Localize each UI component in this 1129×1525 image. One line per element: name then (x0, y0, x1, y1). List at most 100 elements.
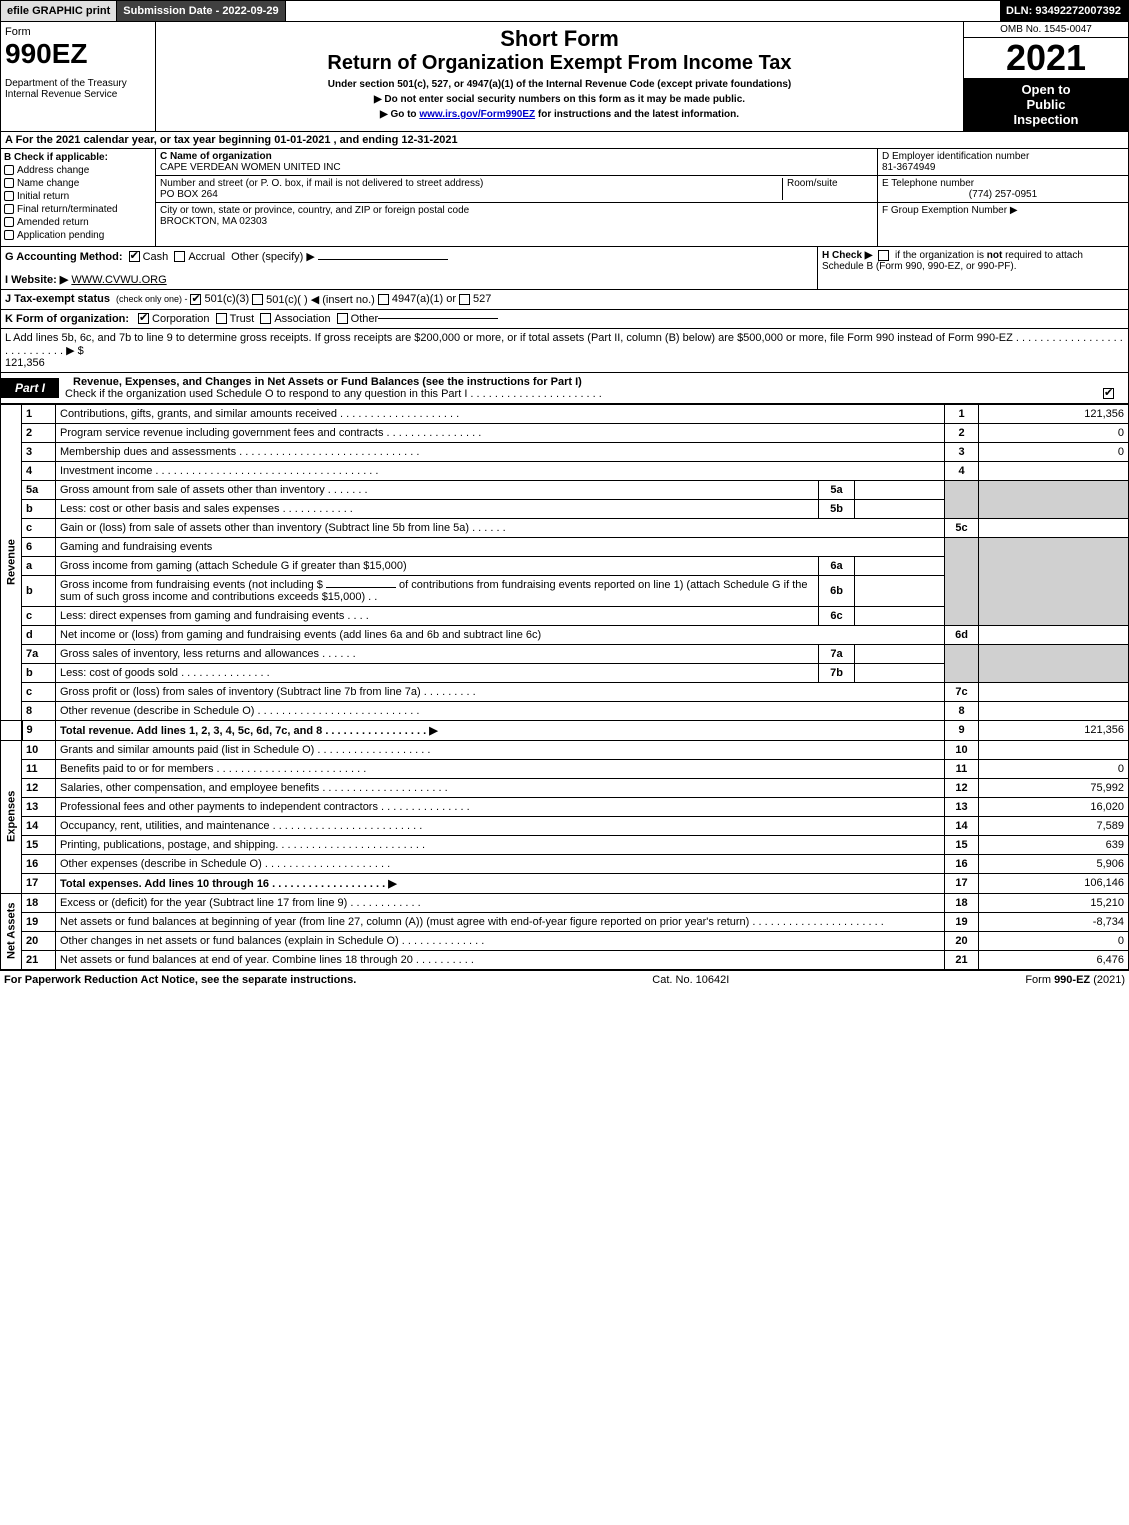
inspect-3: Inspection (968, 112, 1124, 127)
line-num: c (22, 682, 56, 701)
line-rval: 106,146 (979, 873, 1129, 893)
h-not: not (987, 250, 1003, 261)
line-desc: Less: cost or other basis and sales expe… (56, 499, 819, 518)
line-rnum: 12 (945, 778, 979, 797)
line-rnum: 20 (945, 931, 979, 950)
line-num: a (22, 556, 56, 575)
chk-label: Amended return (17, 217, 89, 228)
section-c: C Name of organization CAPE VERDEAN WOME… (156, 149, 878, 246)
l-text: L Add lines 5b, 6c, and 7b to line 9 to … (5, 332, 1124, 357)
other-input[interactable] (318, 259, 448, 260)
line-desc: Net assets or fund balances at end of ye… (56, 950, 945, 969)
line-desc: Gaming and fundraising events (56, 537, 945, 556)
line-num: 18 (22, 893, 56, 912)
chk-address-change[interactable]: Address change (4, 165, 152, 176)
chk-501c3[interactable] (190, 294, 201, 305)
checkbox-icon (4, 230, 14, 240)
short-form-title: Short Form (166, 26, 953, 52)
website-value[interactable]: WWW.CVWU.ORG (71, 274, 166, 286)
header-right: OMB No. 1545-0047 2021 Open to Public In… (963, 22, 1128, 131)
chk-501c[interactable] (252, 294, 263, 305)
line-rval: 639 (979, 835, 1129, 854)
sub-num: 6b (819, 575, 855, 606)
line-rval: 121,356 (979, 404, 1129, 423)
line-rval: 16,020 (979, 797, 1129, 816)
part-1-header: Part I Revenue, Expenses, and Changes in… (0, 373, 1129, 404)
sub-val (855, 499, 945, 518)
d-label: D Employer identification number (882, 151, 1029, 162)
line-rnum: 17 (945, 873, 979, 893)
sub3-pre: ▶ Go to (380, 109, 419, 120)
netassets-side-label: Net Assets (1, 893, 22, 969)
chk-amended-return[interactable]: Amended return (4, 217, 152, 228)
chk-association[interactable] (260, 313, 271, 324)
chk-527[interactable] (459, 294, 470, 305)
sub-num: 6c (819, 606, 855, 625)
line-desc: Professional fees and other payments to … (56, 797, 945, 816)
h-schedule-b: H Check ▶ if the organization is not req… (818, 247, 1128, 289)
section-b: B Check if applicable: Address change Na… (1, 149, 156, 246)
inspect-2: Public (968, 97, 1124, 112)
k-o4: Other (351, 313, 379, 325)
grey-cell (979, 644, 1129, 682)
gh-row: G Accounting Method: Cash Accrual Other … (0, 247, 1129, 290)
l-value: 121,356 (5, 357, 45, 369)
grey-cell (979, 480, 1129, 518)
line-num: 7a (22, 644, 56, 663)
line-rnum: 16 (945, 854, 979, 873)
line-num: b (22, 499, 56, 518)
k-o2: Trust (230, 313, 255, 325)
chk-initial-return[interactable]: Initial return (4, 191, 152, 202)
other-org-input[interactable] (378, 318, 498, 319)
line-desc: Gross income from fundraising events (no… (56, 575, 819, 606)
chk-schedule-b[interactable] (878, 250, 889, 261)
grey-cell (945, 480, 979, 518)
inspect-1: Open to (968, 82, 1124, 97)
sub-val (855, 606, 945, 625)
irs-link[interactable]: www.irs.gov/Form990EZ (419, 109, 535, 120)
line-num: 9 (22, 720, 56, 740)
chk-application-pending[interactable]: Application pending (4, 230, 152, 241)
k-o3: Association (274, 313, 330, 325)
line-desc: Gain or (loss) from sale of assets other… (56, 518, 945, 537)
line-rnum: 19 (945, 912, 979, 931)
efile-print-button[interactable]: efile GRAPHIC print (1, 1, 117, 21)
city-value: BROCKTON, MA 02303 (160, 216, 267, 227)
sub3-post: for instructions and the latest informat… (535, 109, 739, 120)
form-word: Form (5, 26, 151, 38)
line-desc: Net income or (loss) from gaming and fun… (56, 625, 945, 644)
chk-accrual[interactable] (174, 251, 185, 262)
footer-right-bold: 990-EZ (1054, 974, 1090, 986)
g-label: G Accounting Method: (5, 251, 123, 263)
chk-other-org[interactable] (337, 313, 348, 324)
line-rnum: 1 (945, 404, 979, 423)
line-rnum: 13 (945, 797, 979, 816)
chk-final-return[interactable]: Final return/terminated (4, 204, 152, 215)
line-rnum: 14 (945, 816, 979, 835)
line-desc: Program service revenue including govern… (56, 423, 945, 442)
line-rval: 0 (979, 423, 1129, 442)
j-o3: 4947(a)(1) or (392, 293, 456, 305)
chk-corporation[interactable] (138, 313, 149, 324)
checkbox-icon (4, 178, 14, 188)
line-num: 10 (22, 740, 56, 759)
grey-cell (979, 537, 1129, 625)
chk-4947[interactable] (378, 294, 389, 305)
sub-num: 7a (819, 644, 855, 663)
line-rval (979, 701, 1129, 720)
chk-trust[interactable] (216, 313, 227, 324)
checkbox-icon (4, 191, 14, 201)
contrib-input[interactable] (326, 587, 396, 588)
chk-cash[interactable] (129, 251, 140, 262)
street-row: Number and street (or P. O. box, if mail… (156, 176, 877, 203)
other-label: Other (specify) ▶ (231, 251, 315, 263)
chk-name-change[interactable]: Name change (4, 178, 152, 189)
room-label: Room/suite (787, 178, 838, 189)
sub-val (855, 663, 945, 682)
line-rnum: 15 (945, 835, 979, 854)
side-gap (1, 720, 22, 740)
chk-schedule-o[interactable] (1103, 388, 1114, 399)
line-desc: Salaries, other compensation, and employ… (56, 778, 945, 797)
line-num: 21 (22, 950, 56, 969)
line-desc: Occupancy, rent, utilities, and maintena… (56, 816, 945, 835)
